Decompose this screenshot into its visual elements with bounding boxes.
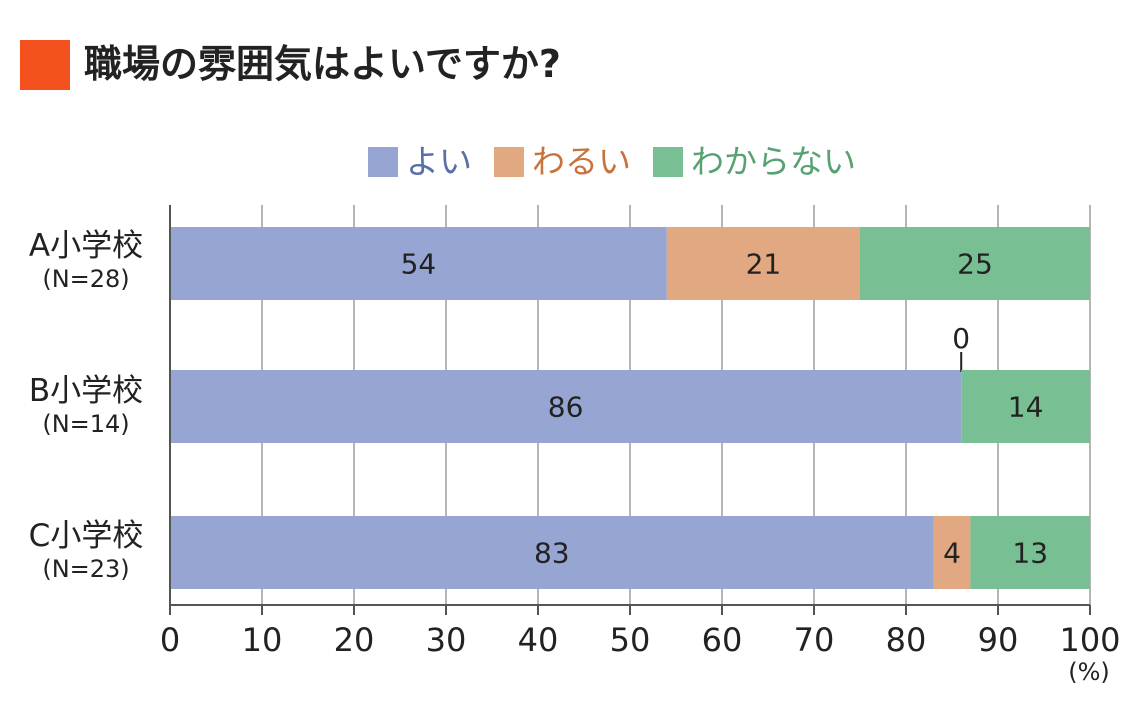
data-label-c-unknown: 13	[1012, 537, 1048, 570]
bar-b-good	[170, 370, 962, 443]
category-label-b: B小学校 (N=14)	[0, 373, 172, 439]
bar-c-bad	[933, 516, 971, 589]
bar-c-unknown	[970, 516, 1090, 589]
x-tick-label-60: 60	[702, 621, 743, 659]
data-label-b-bad: 0	[952, 322, 970, 355]
data-label-b-unknown: 14	[1008, 391, 1044, 424]
legend-item-bad: わるい	[494, 140, 631, 184]
x-tick-label-70: 70	[794, 621, 835, 659]
category-label-c: C小学校 (N=23)	[0, 518, 172, 584]
x-tick-label-90: 90	[978, 621, 1019, 659]
x-tick-label-100: 100	[1059, 621, 1120, 659]
category-count-a: (N=28)	[42, 265, 130, 293]
bar-a-unknown	[860, 227, 1090, 300]
legend-swatch-bad	[494, 147, 524, 177]
legend-label-unknown: わからない	[691, 142, 856, 181]
legend-label-good: よい	[406, 142, 472, 181]
category-name-a: A小学校	[28, 228, 144, 264]
legend-label-bad: わるい	[532, 142, 631, 181]
title-marker	[20, 40, 70, 90]
x-tick-label-30: 30	[426, 621, 467, 659]
data-label-b-good: 86	[548, 391, 584, 424]
data-label-a-bad: 21	[746, 248, 782, 281]
x-tick-label-50: 50	[610, 621, 651, 659]
category-count-b: (N=14)	[42, 410, 130, 438]
data-label-c-good: 83	[534, 537, 570, 570]
bar-b-unknown	[961, 370, 1090, 443]
data-label-a-good: 54	[401, 248, 437, 281]
category-label-a: A小学校 (N=28)	[0, 228, 172, 294]
bar-c-good	[170, 516, 934, 589]
bar-a-good	[170, 227, 667, 300]
category-count-c: (N=23)	[42, 555, 130, 583]
category-name-c: C小学校	[28, 518, 144, 554]
legend-swatch-good	[368, 147, 398, 177]
data-label-c-bad: 4	[943, 537, 961, 570]
x-tick-label-40: 40	[518, 621, 559, 659]
legend: よい わるい わからない	[368, 140, 856, 184]
legend-item-unknown: わからない	[653, 140, 856, 184]
x-tick-label-10: 10	[242, 621, 283, 659]
legend-swatch-unknown	[653, 147, 683, 177]
legend-item-good: よい	[368, 140, 472, 184]
data-label-a-unknown: 25	[957, 248, 993, 281]
x-tick-label-20: 20	[334, 621, 375, 659]
x-tick-label-80: 80	[886, 621, 927, 659]
chart-title: 職場の雰囲気はよいですか?	[84, 42, 561, 86]
x-tick-label-0: 0	[160, 621, 180, 659]
category-name-b: B小学校	[28, 373, 144, 409]
bar-a-bad	[666, 227, 860, 300]
x-axis-unit: (%)	[1068, 658, 1110, 686]
